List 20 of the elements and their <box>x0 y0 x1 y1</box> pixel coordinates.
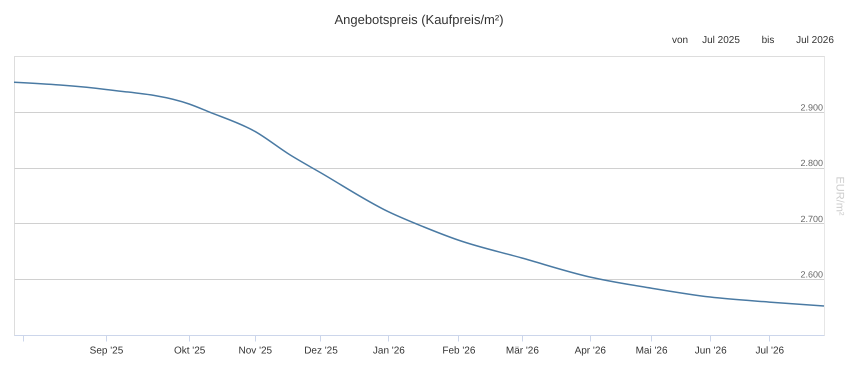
x-tick-label: Feb '26 <box>442 346 476 356</box>
x-tick-label: Okt '25 <box>174 346 206 356</box>
x-tick-label: Mai '26 <box>636 346 668 356</box>
text: bis <box>762 35 774 46</box>
y-tick-label: 2.800 <box>800 158 824 168</box>
x-tick-label: Sep '25 <box>90 346 124 356</box>
text: von <box>672 35 688 46</box>
x-tick-label: Apr '26 <box>574 346 606 356</box>
x-tick-label: Dez '25 <box>304 346 338 356</box>
y-tick-label: 2.700 <box>800 214 824 224</box>
x-tick-label: Jan '26 <box>372 346 406 356</box>
text: Jul 2026 <box>796 35 834 46</box>
y-tick-label: 2.600 <box>800 270 824 280</box>
x-tick-label: Mär '26 <box>506 346 540 356</box>
y-tick-label: 2.900 <box>800 102 824 112</box>
x-tick-label: Jul '26 <box>755 346 785 356</box>
text: Jul 2025 <box>702 35 740 46</box>
x-tick-label: Nov '25 <box>238 346 273 356</box>
x-tick-label: Jun '26 <box>694 346 728 356</box>
chart-title: Angebotspreis (Kaufpreis/m²) <box>334 12 504 27</box>
